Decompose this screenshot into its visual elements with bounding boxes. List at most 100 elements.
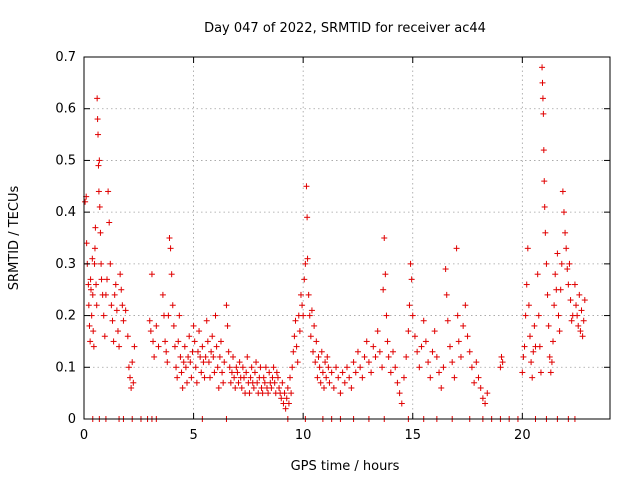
data-point	[95, 131, 102, 138]
data-point	[279, 379, 286, 386]
data-point	[556, 328, 563, 335]
data-point	[271, 379, 278, 386]
data-point	[108, 302, 115, 309]
data-point	[188, 374, 195, 381]
data-point	[257, 364, 264, 371]
data-point	[390, 348, 397, 355]
data-point	[253, 359, 260, 366]
data-point	[94, 95, 101, 102]
data-point	[220, 379, 227, 386]
data-point	[86, 322, 93, 329]
data-point	[420, 317, 427, 324]
data-point	[541, 203, 548, 210]
data-point	[357, 364, 364, 371]
data-point	[120, 317, 127, 324]
data-point	[348, 384, 355, 391]
data-point	[314, 374, 321, 381]
data-point	[550, 338, 557, 345]
data-point	[296, 328, 303, 335]
data-point	[523, 281, 530, 288]
data-point	[90, 328, 97, 335]
data-point	[330, 384, 337, 391]
data-point	[484, 390, 491, 397]
data-point	[557, 286, 564, 293]
data-point	[400, 374, 407, 381]
data-point	[180, 359, 187, 366]
data-point	[335, 374, 342, 381]
data-point	[525, 302, 532, 309]
data-point	[173, 364, 180, 371]
data-point	[236, 359, 243, 366]
x-tick-label: 15	[404, 428, 421, 443]
data-point	[225, 348, 232, 355]
data-point	[497, 364, 504, 371]
data-point	[246, 390, 253, 397]
data-point	[551, 302, 558, 309]
data-point	[105, 188, 112, 195]
data-point	[93, 302, 100, 309]
data-point	[457, 353, 464, 360]
data-point	[186, 333, 193, 340]
y-tick-label: 0.7	[55, 50, 76, 65]
data-point	[381, 235, 388, 241]
data-point	[278, 395, 285, 402]
data-point	[539, 79, 546, 86]
data-point	[528, 359, 535, 366]
data-point	[341, 379, 348, 386]
data-point	[471, 379, 478, 386]
data-point	[422, 338, 429, 345]
data-point	[104, 276, 111, 283]
data-point	[91, 245, 98, 252]
data-point	[540, 147, 547, 154]
data-point	[231, 374, 238, 381]
data-point	[182, 364, 189, 371]
data-point	[297, 291, 304, 298]
data-point	[326, 379, 333, 386]
data-point	[109, 317, 116, 324]
data-point	[166, 235, 173, 241]
data-point	[259, 390, 266, 397]
data-point	[555, 312, 562, 319]
data-point	[150, 338, 157, 345]
data-point	[151, 353, 158, 360]
data-point	[191, 338, 198, 345]
data-point	[87, 276, 94, 283]
data-point	[187, 359, 194, 366]
chart-title: Day 047 of 2022, SRMTID for receiver ac4…	[204, 21, 486, 36]
y-tick-label: 0.3	[55, 257, 76, 272]
data-point	[193, 379, 200, 386]
data-point	[201, 374, 208, 381]
x-tick-label: 5	[189, 428, 197, 443]
data-point	[313, 338, 320, 345]
data-point	[436, 369, 443, 376]
data-point	[543, 260, 550, 267]
data-point	[169, 302, 176, 309]
data-point	[539, 64, 546, 71]
data-point	[392, 364, 399, 371]
data-point	[189, 348, 196, 355]
data-point	[113, 307, 120, 314]
data-point	[376, 348, 383, 355]
data-point	[568, 317, 575, 324]
data-point	[288, 390, 295, 397]
data-point	[564, 266, 571, 273]
data-point	[224, 322, 231, 329]
data-point	[468, 364, 475, 371]
data-point	[83, 240, 90, 247]
data-point	[97, 229, 104, 236]
data-point	[292, 317, 299, 324]
data-point	[548, 359, 555, 366]
data-point	[261, 379, 268, 386]
data-point	[262, 364, 269, 371]
data-point	[302, 260, 309, 267]
data-point	[365, 359, 372, 366]
data-point	[530, 348, 537, 355]
data-point	[312, 359, 319, 366]
data-point	[319, 369, 326, 376]
data-point	[576, 291, 583, 298]
data-point	[159, 291, 166, 298]
data-point	[119, 302, 126, 309]
data-point	[265, 390, 272, 397]
data-point	[230, 353, 237, 360]
data-point	[324, 353, 331, 360]
